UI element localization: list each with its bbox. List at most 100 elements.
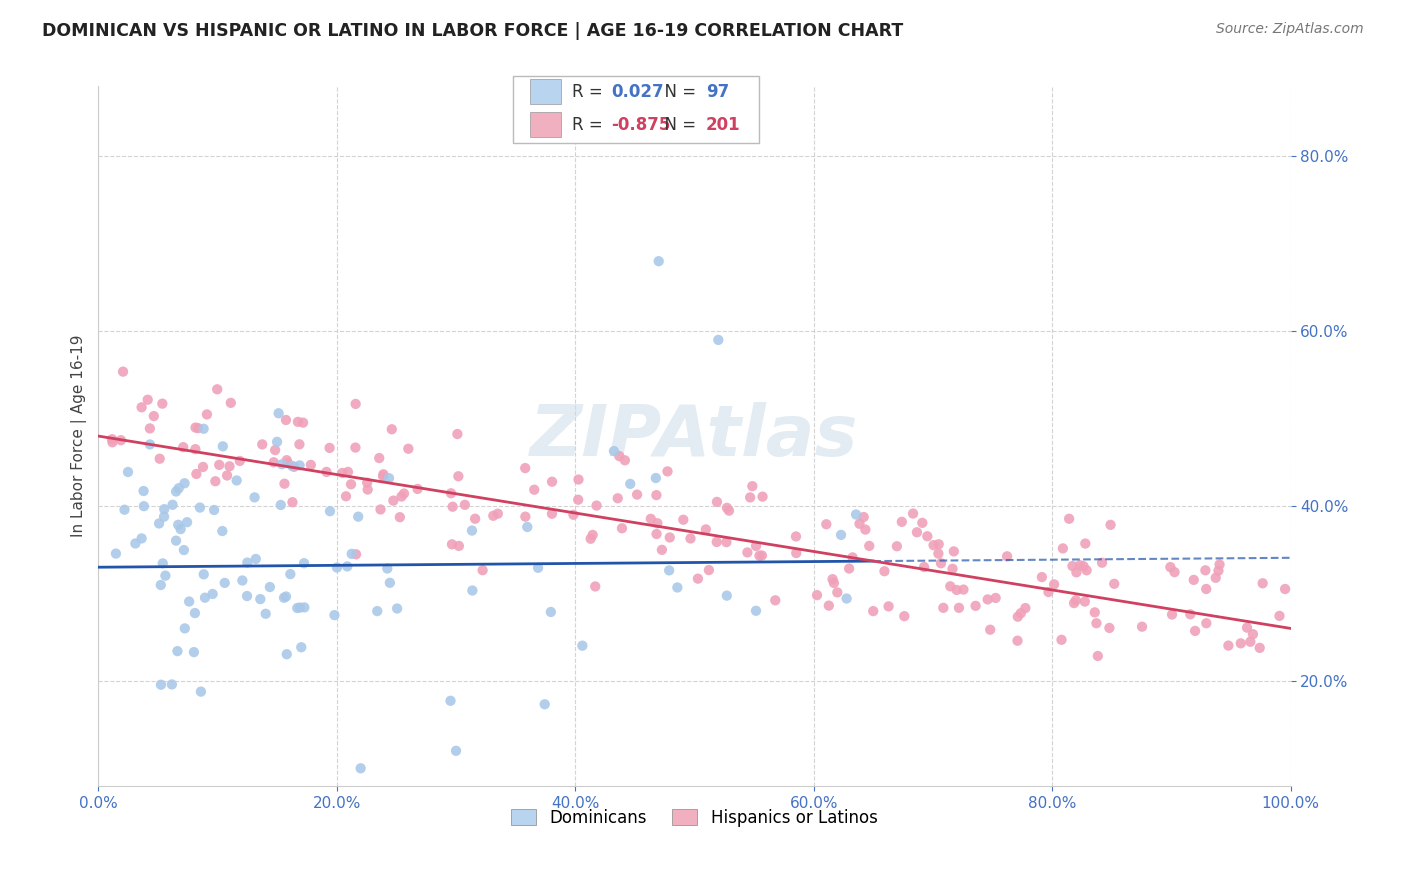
Point bbox=[651, 542, 673, 557]
Point bbox=[527, 561, 550, 575]
Point bbox=[201, 587, 224, 601]
Point bbox=[273, 591, 295, 605]
Point bbox=[287, 415, 309, 429]
Point bbox=[645, 527, 668, 541]
Point bbox=[751, 549, 773, 563]
Point bbox=[606, 491, 628, 506]
Point bbox=[1208, 564, 1230, 578]
Point bbox=[357, 483, 380, 497]
Point bbox=[149, 578, 172, 592]
Point bbox=[281, 495, 304, 509]
Point bbox=[579, 532, 602, 546]
Point bbox=[858, 539, 880, 553]
Point bbox=[1236, 621, 1258, 635]
Point bbox=[366, 604, 388, 618]
Point bbox=[929, 556, 952, 570]
Point bbox=[330, 466, 353, 480]
Point bbox=[745, 539, 768, 553]
Point bbox=[173, 621, 195, 635]
Point bbox=[848, 516, 870, 531]
Point bbox=[276, 453, 298, 467]
Point bbox=[911, 516, 934, 530]
Point bbox=[152, 557, 174, 571]
Point bbox=[205, 382, 228, 396]
Point bbox=[299, 458, 322, 472]
Point bbox=[136, 392, 159, 407]
Point bbox=[290, 640, 312, 655]
Point bbox=[323, 608, 346, 623]
Point bbox=[165, 533, 187, 548]
Point bbox=[1084, 606, 1107, 620]
Point bbox=[886, 539, 908, 553]
Point bbox=[852, 510, 875, 524]
Point bbox=[340, 547, 363, 561]
Point bbox=[326, 560, 349, 574]
Point bbox=[751, 490, 773, 504]
Point bbox=[252, 437, 274, 451]
Point bbox=[315, 465, 337, 479]
Point bbox=[585, 499, 607, 513]
Point bbox=[965, 599, 987, 613]
Point bbox=[444, 744, 467, 758]
Point bbox=[1074, 536, 1097, 550]
Point bbox=[1239, 634, 1261, 648]
Point bbox=[1087, 648, 1109, 663]
Point bbox=[1074, 594, 1097, 608]
Point bbox=[392, 486, 415, 500]
Point bbox=[188, 500, 211, 515]
Point bbox=[184, 606, 207, 620]
Point bbox=[110, 433, 132, 447]
Point bbox=[658, 563, 681, 577]
Point bbox=[917, 529, 939, 543]
Point bbox=[763, 593, 786, 607]
Point bbox=[464, 512, 486, 526]
Point bbox=[335, 489, 357, 503]
Point bbox=[1205, 571, 1227, 585]
Point bbox=[112, 365, 135, 379]
Point bbox=[666, 581, 689, 595]
Point bbox=[905, 525, 928, 540]
Point bbox=[283, 459, 305, 474]
Point bbox=[1052, 541, 1074, 556]
Point bbox=[785, 529, 807, 543]
Point bbox=[245, 552, 267, 566]
Point bbox=[187, 421, 209, 435]
Point bbox=[176, 515, 198, 529]
Point bbox=[193, 422, 215, 436]
Point bbox=[1050, 632, 1073, 647]
Point bbox=[945, 582, 967, 597]
Point bbox=[204, 475, 226, 489]
Point bbox=[447, 469, 470, 483]
Point bbox=[288, 437, 311, 451]
Point bbox=[644, 471, 666, 485]
Point bbox=[948, 600, 970, 615]
Point bbox=[378, 575, 401, 590]
Point bbox=[270, 498, 292, 512]
Point bbox=[277, 456, 299, 470]
Point bbox=[104, 547, 127, 561]
Point bbox=[236, 589, 259, 603]
Text: 0.027: 0.027 bbox=[612, 83, 664, 101]
Point bbox=[1064, 593, 1087, 607]
Point bbox=[626, 487, 648, 501]
Point bbox=[149, 678, 172, 692]
Point bbox=[356, 475, 378, 490]
Point bbox=[541, 507, 564, 521]
Point bbox=[1241, 627, 1264, 641]
Point bbox=[1007, 609, 1029, 624]
Point bbox=[236, 556, 259, 570]
Point bbox=[292, 600, 315, 615]
Point bbox=[249, 592, 271, 607]
Point bbox=[243, 491, 266, 505]
Point bbox=[1098, 621, 1121, 635]
Point bbox=[716, 500, 738, 515]
Point bbox=[280, 567, 302, 582]
Point bbox=[1184, 624, 1206, 638]
Point bbox=[657, 464, 679, 478]
Point bbox=[582, 528, 605, 542]
Point bbox=[276, 647, 298, 661]
Point bbox=[132, 499, 155, 513]
Point bbox=[707, 333, 730, 347]
Point bbox=[142, 409, 165, 423]
Point bbox=[193, 567, 215, 582]
